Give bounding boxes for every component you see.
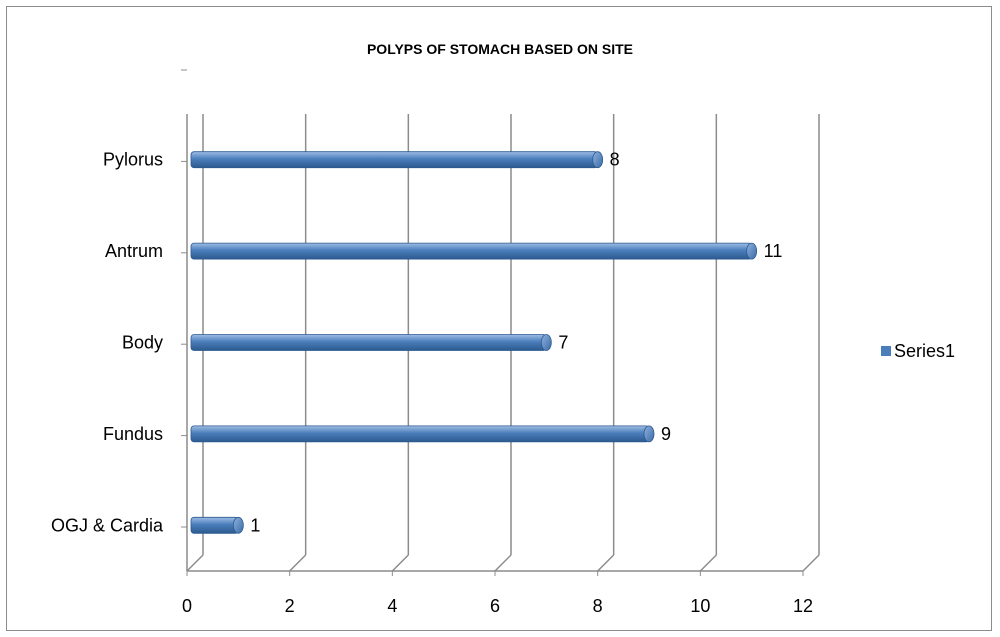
axis-layer	[181, 69, 804, 576]
x-tick-label: 6	[490, 596, 500, 616]
gridline-depth	[597, 554, 615, 572]
bar-cap	[592, 151, 604, 169]
gridline-depth	[699, 554, 717, 572]
x-tick-label: 10	[690, 596, 710, 616]
x-tick-label: 12	[793, 596, 813, 616]
x-tick-label: 2	[285, 596, 295, 616]
chart-title: POLYPS OF STOMACH BASED ON SITE	[367, 41, 633, 57]
bar	[190, 516, 239, 534]
bar-layer	[190, 151, 758, 534]
gridline-depth	[186, 554, 204, 572]
x-tick-label: 8	[593, 596, 603, 616]
gridline-depth	[494, 554, 512, 572]
data-label: 8	[610, 150, 620, 170]
data-label: 7	[558, 333, 568, 353]
data-label: 11	[764, 241, 783, 261]
bar	[190, 425, 650, 443]
y-category-label: Antrum	[105, 241, 163, 261]
legend-swatch	[881, 346, 891, 356]
data-label: 9	[661, 424, 671, 444]
y-category-label: Pylorus	[103, 150, 163, 170]
legend: Series1	[881, 341, 955, 361]
bar	[190, 334, 547, 351]
data-label: 1	[250, 515, 260, 535]
bar-cap	[540, 334, 552, 351]
x-tick-label: 4	[387, 596, 397, 616]
y-category-label: Body	[122, 333, 163, 353]
bar-cap	[232, 516, 244, 534]
gridline-depth	[802, 554, 820, 572]
legend-label-series1: Series1	[894, 341, 955, 361]
gridline-depth	[391, 554, 409, 572]
y-category-label: Fundus	[103, 424, 163, 444]
bar	[190, 151, 599, 169]
chart-frame	[6, 6, 992, 631]
bar-cap	[643, 425, 655, 443]
bar-cap	[746, 242, 758, 260]
gridline-depth	[289, 554, 307, 572]
grid-layer	[186, 114, 820, 572]
bar	[190, 242, 753, 260]
label-layer: 0 2 4 6 8 10 12 OGJ & Cardia 1 Fundus 9 Body 7 Antrum…	[51, 150, 813, 616]
y-category-label: OGJ & Cardia	[51, 515, 164, 535]
x-tick-label: 0	[182, 596, 192, 616]
